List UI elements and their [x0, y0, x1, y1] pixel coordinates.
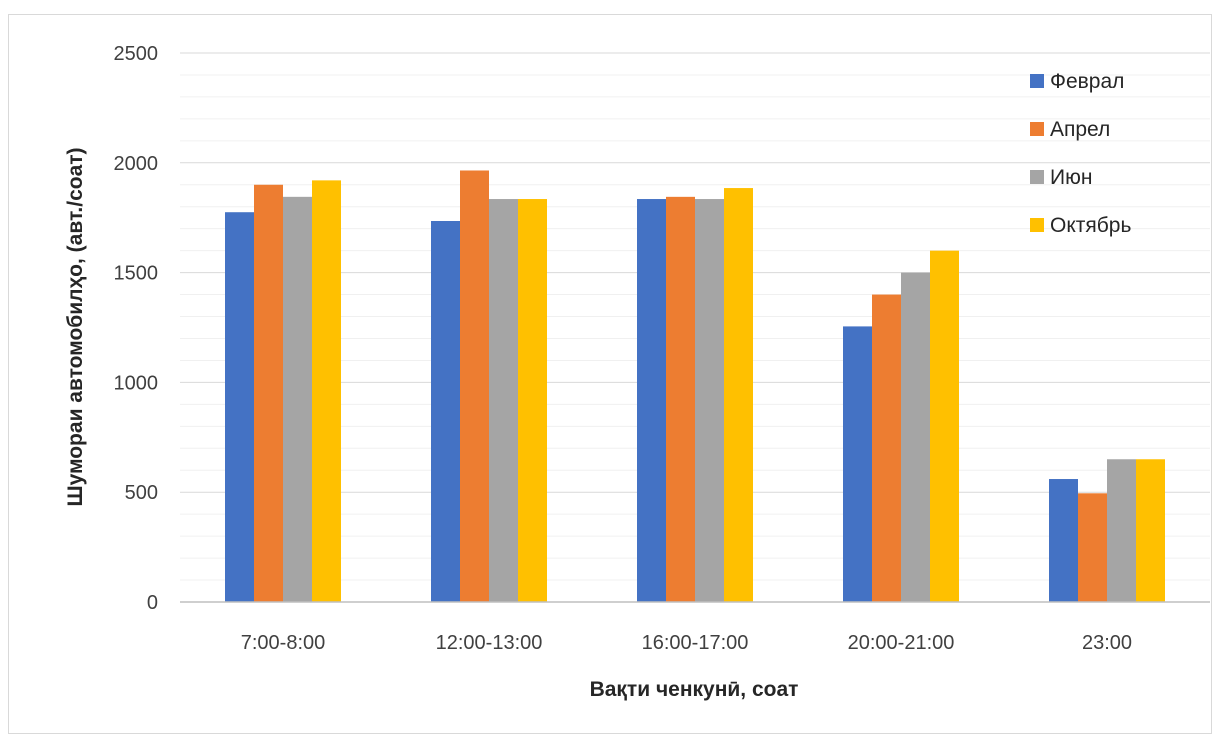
- bar: [930, 250, 959, 602]
- bar: [225, 212, 254, 602]
- x-tick-label: 23:00: [1082, 632, 1132, 654]
- x-tick-label: 20:00-21:00: [848, 632, 955, 654]
- bar: [695, 199, 724, 602]
- x-tick-label: 16:00-17:00: [642, 632, 749, 654]
- legend-swatch: [1030, 170, 1044, 184]
- bar: [460, 170, 489, 602]
- legend-label: Июн: [1050, 166, 1092, 189]
- legend-swatch: [1030, 218, 1044, 232]
- chart-frame: [8, 14, 1212, 734]
- bar: [901, 272, 930, 602]
- x-axis-title: Вақти ченкунӣ, соат: [590, 678, 799, 701]
- legend-swatch: [1030, 122, 1044, 136]
- x-tick-label: 7:00-8:00: [241, 632, 326, 654]
- bars-layer: [225, 170, 1165, 603]
- legend: Феврал Апрел Июн Октябрь: [1030, 70, 1131, 237]
- bar: [254, 184, 283, 602]
- bar: [489, 199, 518, 602]
- legend-label: Апрел: [1050, 118, 1110, 141]
- bar: [1078, 493, 1107, 602]
- legend-swatch: [1030, 74, 1044, 88]
- bar: [431, 220, 460, 602]
- y-tick-label: 0: [147, 592, 158, 614]
- bar: [1107, 459, 1136, 602]
- legend-label: Феврал: [1050, 70, 1124, 93]
- y-tick-label: 1000: [114, 372, 159, 394]
- bar: [283, 196, 312, 602]
- axis-layer: 0 500 1000 1500 2000 2500 7:00-8:00 12:00-13:00…: [114, 43, 1210, 654]
- bar: [666, 196, 695, 602]
- bar: [637, 199, 666, 602]
- bar: [843, 326, 872, 602]
- y-tick-label: 500: [125, 482, 158, 504]
- bar: [724, 188, 753, 602]
- legend-label: Октябрь: [1050, 214, 1131, 237]
- bar: [1049, 479, 1078, 602]
- bar: [872, 294, 901, 602]
- x-tick-label: 12:00-13:00: [436, 632, 543, 654]
- bar: [518, 199, 547, 602]
- y-tick-label: 1500: [114, 263, 159, 285]
- y-tick-label: 2000: [114, 153, 159, 175]
- y-tick-label: 2500: [114, 43, 159, 65]
- bar: [312, 180, 341, 603]
- y-axis-title: Шумораи автомобилҳо, (авт./соат): [64, 147, 87, 506]
- bar: [1136, 459, 1165, 602]
